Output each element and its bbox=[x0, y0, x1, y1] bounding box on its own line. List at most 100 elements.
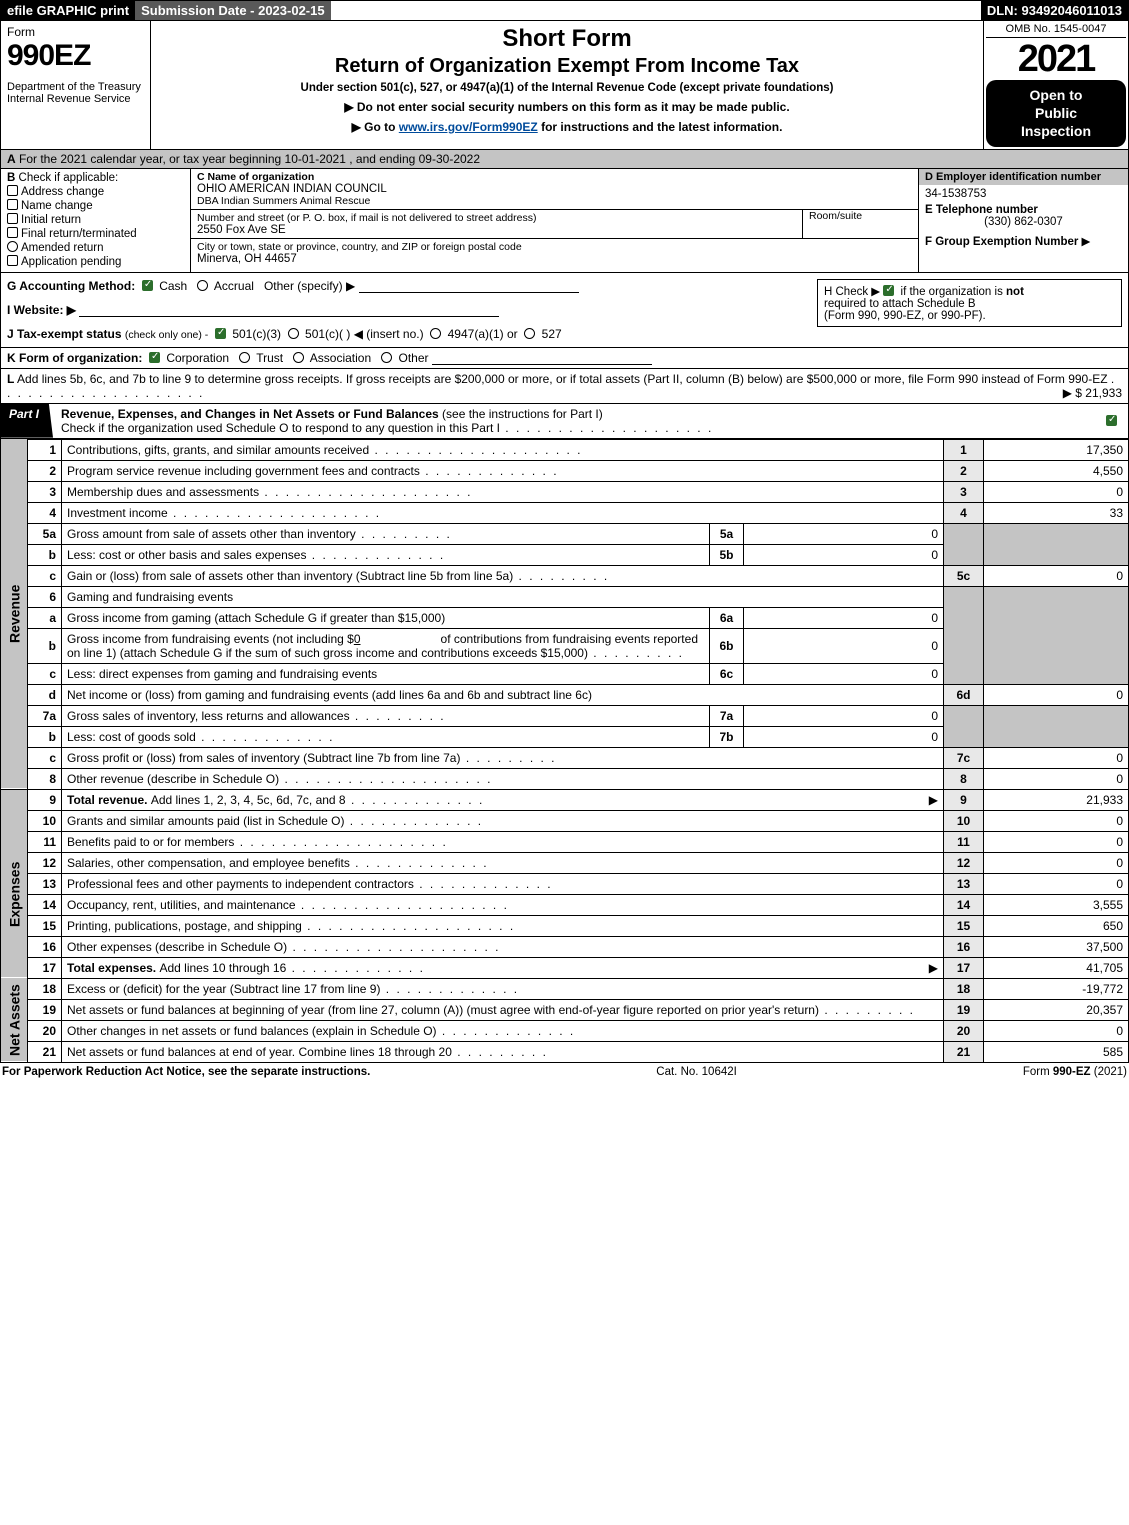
line-5a: 5a Gross amount from sale of assets othe… bbox=[1, 523, 1129, 544]
open-line3: Inspection bbox=[990, 122, 1122, 140]
lines-table: Revenue 1 Contributions, gifts, grants, … bbox=[0, 439, 1129, 1063]
chk-h-checked[interactable] bbox=[883, 285, 894, 296]
line-7a: 7a Gross sales of inventory, less return… bbox=[1, 705, 1129, 726]
submission-date: Submission Date - 2023-02-15 bbox=[135, 1, 331, 20]
line-19: 19 Net assets or fund balances at beginn… bbox=[1, 999, 1129, 1020]
cn-12: 12 bbox=[944, 852, 984, 873]
cn-18: 18 bbox=[944, 978, 984, 999]
row-a: A For the 2021 calendar year, or tax yea… bbox=[0, 150, 1129, 169]
cn-1: 1 bbox=[944, 439, 984, 460]
ln-11: 11 bbox=[28, 831, 62, 852]
side-expenses: Expenses bbox=[1, 810, 28, 978]
j-501c3: 501(c)(3) bbox=[232, 327, 281, 341]
chk-accrual[interactable] bbox=[197, 280, 208, 291]
chk-501c3[interactable] bbox=[215, 328, 226, 339]
cn-11: 11 bbox=[944, 831, 984, 852]
dln-label: DLN: 93492046011013 bbox=[981, 1, 1128, 20]
chk-final-return[interactable]: Final return/terminated bbox=[7, 227, 184, 240]
desc-11: Benefits paid to or for members bbox=[67, 835, 448, 849]
line-15: 15 Printing, publications, postage, and … bbox=[1, 915, 1129, 936]
room-label: Room/suite bbox=[809, 210, 912, 222]
tax-year: 2021 bbox=[986, 38, 1126, 80]
desc-5a: Gross amount from sale of assets other t… bbox=[67, 527, 452, 541]
g-accrual: Accrual bbox=[214, 279, 254, 293]
street-address: 2550 Fox Ave SE bbox=[197, 224, 796, 236]
box-h-pre: H Check ▶ bbox=[824, 286, 880, 298]
g-other-input[interactable] bbox=[359, 279, 579, 293]
ln-21: 21 bbox=[28, 1041, 62, 1062]
val-2: 4,550 bbox=[984, 460, 1129, 481]
desc-17-b: Total expenses. bbox=[67, 961, 159, 975]
box-h: H Check ▶ if the organization is not req… bbox=[817, 279, 1122, 327]
chk-amended-return[interactable]: Amended return bbox=[7, 241, 184, 254]
line-6: 6 Gaming and fundraising events bbox=[1, 586, 1129, 607]
goto-link[interactable]: www.irs.gov/Form990EZ bbox=[399, 120, 538, 134]
box-h-post: if the organization is bbox=[901, 286, 1006, 298]
chk-527[interactable] bbox=[524, 328, 535, 339]
topbar-spacer bbox=[331, 1, 981, 20]
desc-6c: Less: direct expenses from gaming and fu… bbox=[62, 663, 710, 684]
mc-6a: 6a bbox=[710, 607, 744, 628]
desc-17: Add lines 10 through 16 bbox=[159, 961, 424, 975]
chk-address-change[interactable]: Address change bbox=[7, 185, 184, 198]
ln-14: 14 bbox=[28, 894, 62, 915]
g-cash: Cash bbox=[159, 279, 187, 293]
ln-9: 9 bbox=[28, 789, 62, 810]
desc-19: Net assets or fund balances at beginning… bbox=[67, 1003, 915, 1017]
cn-5ab-grey bbox=[944, 523, 984, 565]
chk-initial-return[interactable]: Initial return bbox=[7, 213, 184, 226]
chk-trust[interactable] bbox=[239, 352, 250, 363]
ln-6a: a bbox=[28, 607, 62, 628]
part1-paren: (see the instructions for Part I) bbox=[442, 407, 603, 421]
city-label: City or town, state or province, country… bbox=[197, 241, 912, 253]
side-netassets: Net Assets bbox=[1, 978, 28, 1062]
chk-4947[interactable] bbox=[430, 328, 441, 339]
side-9-grey bbox=[1, 789, 28, 810]
cn-3: 3 bbox=[944, 481, 984, 502]
chk-501c[interactable] bbox=[288, 328, 299, 339]
open-to-public-badge: Open to Public Inspection bbox=[986, 80, 1126, 147]
chk-application-pending[interactable]: Application pending bbox=[7, 255, 184, 268]
chk-other-org[interactable] bbox=[381, 352, 392, 363]
dept-treasury: Department of the Treasury bbox=[7, 81, 144, 93]
val-5ab-grey bbox=[984, 523, 1129, 565]
g-other: Other (specify) ▶ bbox=[264, 279, 355, 293]
desc-2: Program service revenue including govern… bbox=[67, 464, 559, 478]
desc-10: Grants and similar amounts paid (list in… bbox=[67, 814, 483, 828]
cn-4: 4 bbox=[944, 502, 984, 523]
page-footer: For Paperwork Reduction Act Notice, see … bbox=[0, 1063, 1129, 1081]
box-def: D Employer identification number 34-1538… bbox=[918, 169, 1128, 272]
mc-7b: 7b bbox=[710, 726, 744, 747]
ln-7c: c bbox=[28, 747, 62, 768]
k-other-input[interactable] bbox=[432, 351, 652, 365]
footer-right-pre: Form bbox=[1023, 1066, 1053, 1078]
chk-name-change[interactable]: Name change bbox=[7, 199, 184, 212]
org-dba: DBA Indian Summers Animal Rescue bbox=[197, 195, 912, 207]
open-line1: Open to bbox=[990, 86, 1122, 104]
header-left: Form 990EZ Department of the Treasury In… bbox=[1, 21, 151, 149]
group-exemption-label: F Group Exemption Number bbox=[925, 236, 1078, 248]
l-letter: L bbox=[7, 372, 14, 386]
row-j: J Tax-exempt status (check only one) - 5… bbox=[7, 327, 1122, 341]
ssn-warning: ▶ Do not enter social security numbers o… bbox=[157, 100, 977, 114]
chk-schedule-o[interactable] bbox=[1106, 415, 1117, 426]
chk-corporation[interactable] bbox=[149, 352, 160, 363]
cn-19: 19 bbox=[944, 999, 984, 1020]
chk-cash[interactable] bbox=[142, 280, 153, 291]
row-a-text: For the 2021 calendar year, or tax year … bbox=[19, 152, 480, 166]
part1-dots bbox=[500, 421, 713, 435]
goto-line: ▶ Go to www.irs.gov/Form990EZ for instru… bbox=[157, 120, 977, 134]
k-other: Other bbox=[399, 351, 429, 365]
line-11: 11 Benefits paid to or for members 11 0 bbox=[1, 831, 1129, 852]
ln-8: 8 bbox=[28, 768, 62, 789]
block-ghij: H Check ▶ if the organization is not req… bbox=[0, 273, 1129, 348]
k-label: K Form of organization: bbox=[7, 351, 142, 365]
website-input[interactable] bbox=[79, 303, 499, 317]
ein-value: 34-1538753 bbox=[925, 188, 1122, 200]
part1-header: Part I Revenue, Expenses, and Changes in… bbox=[0, 404, 1129, 439]
chk-association[interactable] bbox=[293, 352, 304, 363]
desc-13: Professional fees and other payments to … bbox=[67, 877, 553, 891]
cn-15: 15 bbox=[944, 915, 984, 936]
ln-6: 6 bbox=[28, 586, 62, 607]
part1-checkbox-wrap bbox=[1098, 404, 1128, 438]
